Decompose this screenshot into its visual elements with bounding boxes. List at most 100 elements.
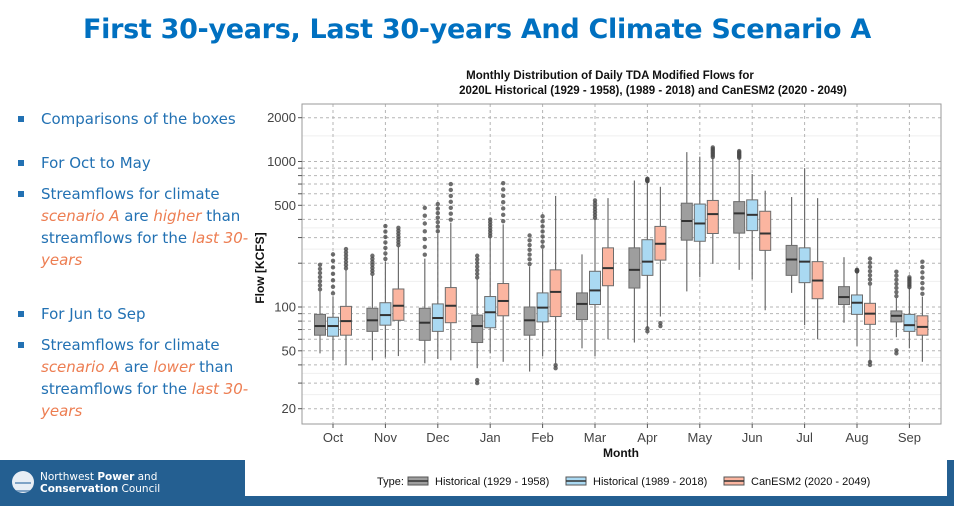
outlier-point — [867, 268, 873, 274]
x-tick-label: Jan — [480, 430, 501, 445]
outlier-point — [540, 234, 545, 239]
box-iqr — [418, 307, 431, 341]
outlier-point — [540, 224, 545, 229]
outlier-point — [383, 223, 388, 229]
outlier-point — [396, 225, 401, 231]
y-tick-label: 100 — [274, 300, 296, 315]
legend-label: CanESM2 (2020 - 2049) — [751, 476, 870, 488]
box-nov-0 — [366, 253, 379, 361]
footer-band: Northwest Power and Conservation Council — [0, 460, 245, 506]
y-tick-label: 50 — [282, 343, 296, 358]
y-tick-label: 500 — [274, 198, 296, 213]
outlier-point — [867, 256, 873, 261]
outlier-point — [867, 281, 873, 286]
box-sep-1 — [903, 275, 916, 349]
outlier-point — [527, 238, 532, 243]
outlier-point — [475, 264, 480, 269]
y-tick-label: 1000 — [267, 154, 296, 169]
outlier-point — [435, 206, 440, 211]
boxes — [314, 145, 929, 386]
outlier-point — [920, 291, 925, 297]
box-iqr — [379, 302, 392, 326]
x-tick-label: Jul — [796, 430, 813, 445]
box-iqr — [851, 294, 863, 315]
box-iqr — [549, 269, 562, 318]
logo-line2-b: Council — [118, 483, 161, 495]
box-aug-0 — [838, 257, 850, 323]
outlier-point — [867, 260, 873, 266]
box-aug-1 — [851, 267, 863, 346]
outlier-point — [894, 285, 899, 291]
legend-item: Historical (1929 - 1958) — [407, 476, 549, 488]
bullet-square-icon — [18, 191, 24, 197]
outlier-point — [383, 256, 388, 262]
box-jun-0 — [733, 148, 746, 270]
outlier-point — [710, 145, 715, 150]
footer-bar-right — [947, 460, 954, 506]
box-oct-0 — [314, 262, 326, 354]
box-jul-1 — [798, 168, 811, 326]
text-segment: Streamflows for climate — [41, 185, 220, 203]
outlier-point — [448, 205, 453, 210]
outlier-point — [475, 377, 480, 383]
outlier-point — [501, 212, 506, 218]
box-iqr — [641, 239, 654, 276]
outlier-point — [540, 219, 545, 224]
highlight-text: lower — [153, 358, 195, 376]
legend-label: Historical (1989 - 2018) — [593, 476, 707, 488]
outlier-point — [317, 262, 323, 267]
box-iqr — [314, 313, 326, 336]
outlier-point — [383, 251, 388, 256]
box-iqr — [602, 247, 614, 287]
x-tick-label: Aug — [845, 430, 868, 445]
x-tick-label: Mar — [584, 430, 607, 445]
outlier-point — [527, 247, 532, 252]
outlier-point — [330, 271, 336, 277]
text-segment: Comparisons of the boxes — [41, 110, 236, 128]
outlier-point — [330, 291, 336, 296]
box-sep-0 — [890, 269, 903, 356]
box-may-1 — [693, 156, 706, 278]
box-jun-1 — [746, 174, 759, 280]
outlier-point — [383, 245, 388, 251]
x-tick-label: Oct — [323, 430, 344, 445]
outlier-point — [422, 205, 427, 211]
box-iqr — [838, 286, 850, 306]
logo-line1-b: Power — [97, 471, 135, 483]
outlier-point — [370, 271, 375, 277]
outlier-point — [501, 218, 506, 224]
y-tick-label: 20 — [282, 401, 296, 416]
outlier-point — [330, 258, 336, 264]
bullet-square-icon — [18, 116, 24, 122]
box-oct-2 — [340, 246, 352, 365]
outlier-point — [527, 252, 532, 257]
box-nov-2 — [392, 225, 405, 357]
outlier-point — [920, 280, 925, 286]
outlier-point — [475, 260, 480, 266]
x-tick-label: Apr — [637, 430, 658, 445]
outlier-point — [540, 214, 545, 219]
logo-line2-a: Conservation — [40, 483, 119, 495]
text-segment: For Jun to Sep — [41, 305, 146, 323]
box-dec-1 — [431, 201, 444, 359]
outlier-point — [737, 148, 742, 154]
outlier-point — [330, 284, 336, 290]
box-iqr — [706, 199, 719, 235]
box-nov-1 — [379, 223, 392, 358]
outlier-point — [867, 277, 873, 282]
bullet-square-icon — [18, 311, 24, 317]
box-iqr — [733, 201, 746, 234]
outlier-point — [488, 217, 493, 222]
chart-title-line1: Monthly Distribution of Daily TDA Modifi… — [466, 70, 754, 82]
outlier-point — [867, 264, 873, 270]
box-iqr — [589, 270, 601, 306]
x-tick-label: Dec — [426, 430, 450, 445]
text-segment: than streamflows for the — [41, 358, 234, 398]
outlier-point — [920, 259, 925, 264]
bullet-item: For Jun to Sep — [18, 303, 258, 325]
logo-line1-c: and — [134, 471, 158, 483]
outlier-point — [383, 234, 388, 240]
box-iqr — [903, 313, 916, 332]
box-iqr — [759, 210, 772, 251]
box-iqr — [576, 292, 588, 321]
